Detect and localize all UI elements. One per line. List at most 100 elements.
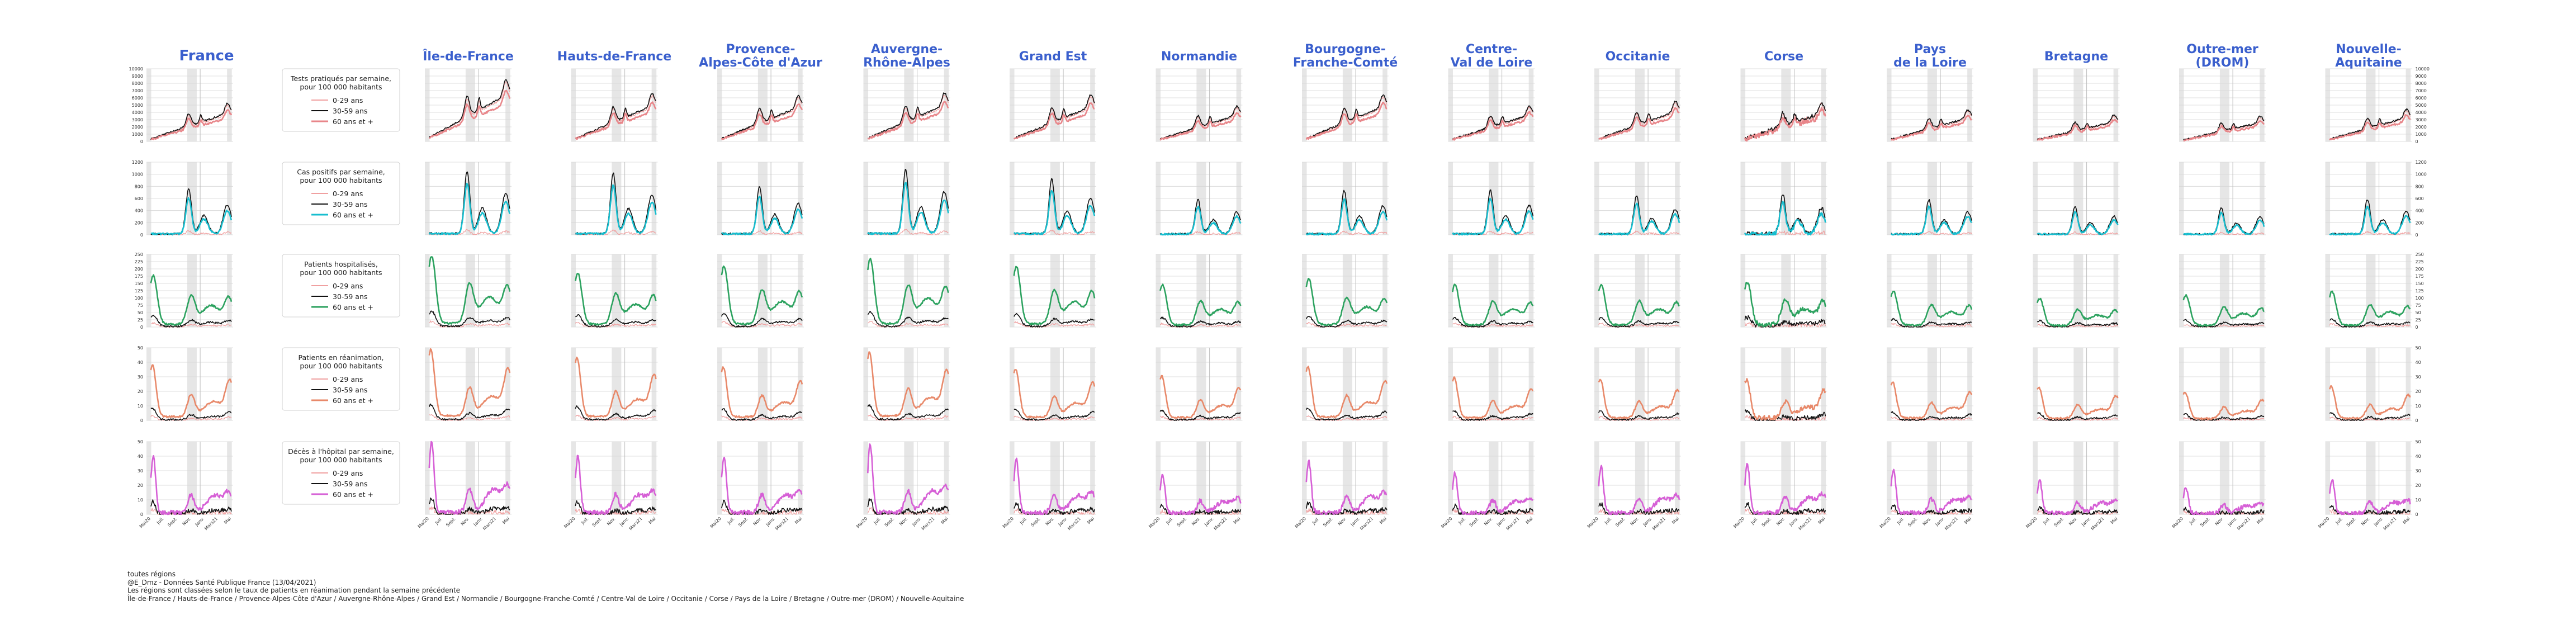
x-tick-label: Mai20 xyxy=(1879,516,1892,529)
x-tick-label: Mai20 xyxy=(2171,516,2184,529)
column-title-bfc: Bourgogne-Franche-Comté xyxy=(1293,42,1398,70)
x-tick-label: Janv. xyxy=(1934,516,1946,528)
confinement-band xyxy=(717,348,722,420)
panel-hosp-hdf xyxy=(571,254,658,328)
x-tick-label: Sept. xyxy=(2199,516,2211,528)
series-hosp-naq-1 xyxy=(2329,318,2411,328)
legend-box xyxy=(282,441,400,505)
legend-title-line: Patients en réanimation, xyxy=(299,353,384,362)
series-rea-nor-2 xyxy=(1159,375,1242,419)
legend-label-0: 0-29 ans xyxy=(333,469,363,477)
x-tick-label: Mai xyxy=(1817,516,1826,525)
legend-title-line: pour 100 000 habitants xyxy=(300,362,382,370)
confinement-band xyxy=(2179,442,2184,514)
confinement-band xyxy=(798,442,803,514)
panel-tests-france: 0 1000 2000 3000 4000 5000 6000 7000 8000 9000 100… xyxy=(129,67,233,144)
y-tick-label: 1200 xyxy=(2416,160,2427,165)
series-tests-nor-1 xyxy=(1160,105,1242,139)
panel-dc-om: Mai20 Juil. Sept. Nov. Janv.Mars21 Mai xyxy=(2171,441,2266,531)
series-rea-cor-1 xyxy=(1744,409,1826,421)
x-tick-label: Mai20 xyxy=(1148,516,1161,529)
x-tick-label: Mai xyxy=(1233,516,1242,525)
series-hosp-naq-2 xyxy=(2329,290,2411,326)
series-rea-cor-2 xyxy=(1744,378,1826,421)
panel-rea-occ xyxy=(1594,347,1681,421)
series-rea-naq-2 xyxy=(2329,385,2411,420)
confinement-band xyxy=(1010,442,1015,514)
series-rea-ge-1 xyxy=(1014,409,1095,421)
series-cas-naq-2 xyxy=(2329,205,2411,236)
panel-tests-ara xyxy=(863,68,950,142)
series-dc-nor-2 xyxy=(1159,473,1242,515)
series-cas-france-2 xyxy=(150,197,233,236)
series-hosp-cor-2 xyxy=(1744,282,1826,328)
column-title-pdl: Pays de la Loire xyxy=(1893,42,1967,70)
panel-cas-naq: 0 200 400 600 800 1000 1200 xyxy=(2325,160,2427,238)
confinement-band xyxy=(2405,442,2411,514)
legend-label-0: 0-29 ans xyxy=(333,190,363,198)
x-tick-label: Nov. xyxy=(181,516,192,527)
y-tick-label: 10 xyxy=(2416,498,2421,503)
confinement-band xyxy=(2405,348,2411,420)
legend-title-line: pour 100 000 habitants xyxy=(300,456,382,464)
panel-rea-cvl xyxy=(1448,347,1535,421)
x-tick-label: Sept. xyxy=(591,516,603,528)
series-hosp-nor-1 xyxy=(1159,316,1242,328)
x-tick-label: Sept. xyxy=(1176,516,1188,528)
confinement-band xyxy=(465,348,475,420)
series-tests-hdf-1 xyxy=(575,93,656,139)
series-rea-ara-2 xyxy=(867,351,949,418)
series-rea-paca-1 xyxy=(721,408,802,421)
series-tests-cvl-2 xyxy=(1452,111,1534,141)
confinement-band xyxy=(1528,442,1534,514)
y-tick-label: 10 xyxy=(138,498,143,503)
series-tests-ara-2 xyxy=(868,101,949,140)
series-tests-nor-2 xyxy=(1159,112,1242,141)
column-title-france: France xyxy=(179,48,234,64)
panel-tests-cor xyxy=(1740,68,1827,142)
series-hosp-hdf-2 xyxy=(575,273,657,326)
column-title-line: (DROM) xyxy=(2196,56,2250,70)
column-title-line: Outre-mer xyxy=(2186,42,2258,56)
y-tick-label: 20 xyxy=(138,389,143,394)
series-tests-pdl-1 xyxy=(1891,109,1972,140)
column-title-idf: Île-de-France xyxy=(423,49,514,64)
panel-hosp-bre xyxy=(2033,254,2120,328)
series-hosp-bfc-1 xyxy=(1306,316,1388,328)
panel-dc-paca: Mai20 Juil. Sept. Nov. Janv.Mars21 Mai xyxy=(709,441,804,531)
legend-dc: Décès à l'hôpital par semaine,pour 100 0… xyxy=(282,441,400,505)
legend-tests: Tests pratiqués par semaine,pour 100 000… xyxy=(282,68,400,132)
series-hosp-ara-1 xyxy=(867,311,949,328)
x-tick-label: Janv. xyxy=(472,516,484,528)
y-tick-label: 250 xyxy=(135,252,143,257)
panel-tests-paca xyxy=(717,68,804,142)
series-rea-occ-1 xyxy=(1598,410,1680,421)
x-tick-label: Mai20 xyxy=(2317,516,2330,529)
confinement-band xyxy=(944,442,949,514)
panel-dc-cor: Mai20 Juil. Sept. Nov. Janv.Mars21 Mai xyxy=(1732,441,1827,531)
series-hosp-pdl-1 xyxy=(1891,318,1972,328)
series-hosp-paca-1 xyxy=(721,313,803,328)
x-tick-label: Mai20 xyxy=(1587,516,1599,529)
x-tick-label: Sept. xyxy=(1761,516,1773,528)
y-tick-label: 75 xyxy=(138,303,143,308)
x-tick-label: Mai xyxy=(940,516,949,525)
series-rea-ge-2 xyxy=(1013,369,1096,419)
panel-rea-idf xyxy=(425,347,512,421)
confinement-band xyxy=(1821,348,1826,420)
confinement-band xyxy=(2325,442,2331,514)
x-tick-label: Janv. xyxy=(1203,516,1215,528)
column-title-line: Centre- xyxy=(1466,42,1517,56)
footer: toutes régions @E_Dmz - Données Santé Pu… xyxy=(127,570,964,603)
column-title-line: Provence- xyxy=(726,42,795,56)
x-tick-label: Nov. xyxy=(1921,516,1932,527)
series-cas-bre-2 xyxy=(2037,210,2119,236)
series-rea-france-1 xyxy=(150,408,232,421)
confinement-band xyxy=(1382,348,1388,420)
x-tick-label: Mars21 xyxy=(482,516,497,531)
legend-box xyxy=(282,347,400,411)
panel-tests-nor xyxy=(1156,68,1243,142)
x-tick-label: Janv. xyxy=(911,516,922,528)
x-tick-label: Mars21 xyxy=(628,516,643,531)
x-tick-label: Mai xyxy=(1379,516,1388,525)
